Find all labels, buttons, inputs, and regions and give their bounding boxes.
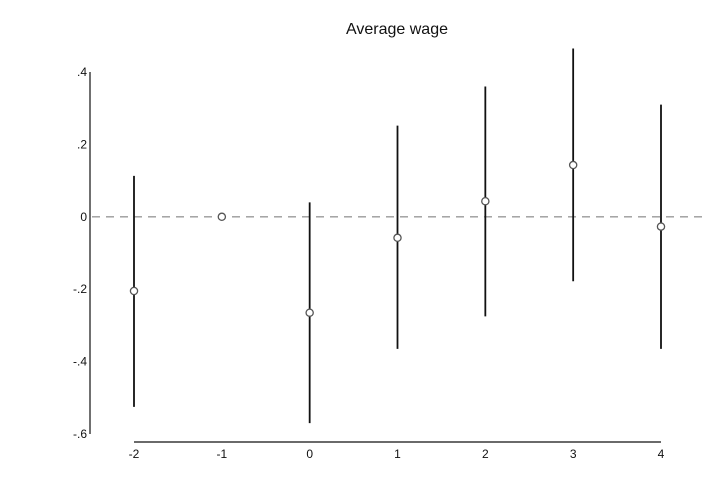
y-tick-label: .4: [77, 65, 87, 79]
chart-title: Average wage: [346, 21, 448, 38]
x-tick-label: 4: [658, 447, 665, 461]
x-tick-label: 0: [306, 447, 313, 461]
point-estimate-marker: [481, 196, 490, 206]
point-estimate-marker: [217, 212, 227, 222]
y-tick-label: 0: [80, 210, 87, 224]
point-estimate-marker: [305, 308, 314, 317]
y-tick-label-layer: .4 .2 0 -.2 -.4 -.6: [73, 65, 87, 441]
point-estimate-marker: [568, 160, 578, 170]
y-tick-label: -.2: [73, 282, 87, 296]
x-tick-label: -1: [216, 447, 227, 461]
y-tick-label: -.4: [73, 355, 87, 369]
point-estimate-marker: [393, 233, 402, 243]
x-tick-label: 1: [394, 447, 401, 461]
point-estimate-marker: [129, 286, 139, 296]
x-tick-label: 2: [482, 447, 489, 461]
y-tick-label: .2: [77, 137, 87, 151]
point-estimate-marker: [656, 222, 666, 231]
x-tick-label-layer: -2 -1 0 1 2 3 4: [129, 447, 665, 461]
y-tick-label: -.6: [73, 427, 87, 441]
point-estimate-layer: [129, 160, 666, 317]
x-tick-label: 3: [570, 447, 577, 461]
x-tick-label: -2: [129, 447, 140, 461]
